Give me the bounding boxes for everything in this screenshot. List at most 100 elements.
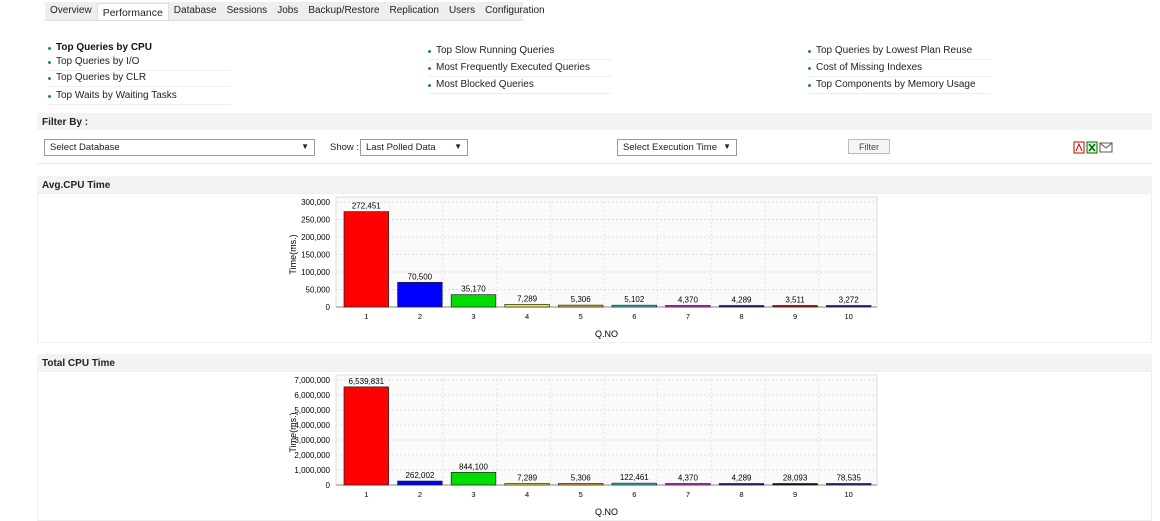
- bar-q7: [665, 483, 711, 486]
- link-top-queries-by-lowest-plan-reuse[interactable]: Top Queries by Lowest Plan Reuse: [808, 45, 991, 60]
- tab-bar: Overview Performance Database Sessions Jobs B…: [45, 2, 545, 21]
- bar-q6: [611, 482, 657, 486]
- data-label: 4,370: [678, 295, 699, 304]
- database-select[interactable]: Select Database ▼: [44, 139, 315, 156]
- bar-q5: [558, 483, 604, 486]
- x-tick-label: 6: [632, 490, 636, 499]
- chevron-down-icon: ▼: [723, 142, 731, 151]
- bar-q6: [611, 304, 657, 308]
- pdf-icon[interactable]: [1073, 141, 1085, 154]
- bar-q7: [665, 305, 711, 308]
- data-label: 262,002: [405, 471, 434, 480]
- data-label: 5,306: [571, 295, 592, 304]
- plot-area: [335, 374, 878, 486]
- y-tick-label: 0: [326, 481, 331, 490]
- data-label: 7,289: [517, 474, 538, 483]
- x-axis-label: Q.NO: [595, 507, 618, 517]
- data-label: 3,272: [839, 296, 860, 305]
- x-tick-label: 1: [364, 312, 368, 321]
- x-tick-label: 5: [579, 490, 583, 499]
- y-tick-label: 300,000: [301, 198, 330, 207]
- email-icon[interactable]: [1099, 142, 1113, 153]
- data-label: 4,289: [731, 295, 752, 304]
- database-select-value: Select Database: [50, 142, 120, 153]
- data-label: 28,093: [783, 474, 808, 483]
- link-most-blocked-queries[interactable]: Most Blocked Queries: [428, 79, 611, 94]
- link-most-frequently-executed-queries[interactable]: Most Frequently Executed Queries: [428, 62, 611, 77]
- bar-q8: [718, 483, 765, 486]
- x-tick-label: 6: [632, 312, 636, 321]
- link-cost-of-missing-indexes[interactable]: Cost of Missing Indexes: [808, 62, 991, 77]
- y-tick-label: 4,000,000: [294, 421, 330, 430]
- show-select-value: Last Polled Data: [366, 142, 436, 153]
- tab-jobs[interactable]: Jobs: [277, 5, 299, 16]
- y-axis-label: Time(ms.): [288, 412, 298, 452]
- bar-q1: [343, 211, 389, 308]
- y-tick-label: 0: [326, 303, 331, 312]
- x-tick-label: 7: [686, 312, 690, 321]
- link-top-queries-by-clr[interactable]: Top Queries by CLR: [48, 72, 231, 87]
- chevron-down-icon: ▼: [454, 142, 462, 151]
- x-tick-label: 7: [686, 490, 690, 499]
- link-top-slow-running-queries[interactable]: Top Slow Running Queries: [428, 45, 611, 60]
- link-top-waits-by-waiting-tasks[interactable]: Top Waits by Waiting Tasks: [48, 90, 231, 105]
- tab-replication[interactable]: Replication: [389, 5, 439, 16]
- x-tick-label: 4: [525, 490, 529, 499]
- data-label: 122,461: [620, 473, 649, 482]
- excel-icon[interactable]: [1086, 141, 1098, 154]
- y-tick-label: 150,000: [301, 251, 330, 260]
- avg-cpu-header: Avg.CPU Time: [37, 176, 1152, 193]
- y-tick-label: 250,000: [301, 216, 330, 225]
- data-label: 4,289: [731, 474, 752, 483]
- y-axis-label: Time(ms.): [288, 234, 298, 274]
- y-tick-label: 50,000: [306, 286, 331, 295]
- execution-time-value: Select Execution Time: [623, 142, 717, 153]
- x-tick-label: 5: [579, 312, 583, 321]
- tab-overview[interactable]: Overview: [50, 5, 92, 16]
- link-top-queries-by-cpu[interactable]: Top Queries by CPU: [48, 42, 231, 56]
- y-tick-label: 3,000,000: [294, 436, 330, 445]
- y-tick-label: 7,000,000: [294, 376, 330, 385]
- bar-q10: [826, 305, 872, 308]
- bar-q2: [397, 480, 443, 486]
- data-label: 3,511: [785, 296, 805, 305]
- tab-performance[interactable]: Performance: [96, 3, 169, 20]
- tab-configuration[interactable]: Configuration: [485, 5, 545, 16]
- data-label: 5,102: [624, 295, 645, 304]
- bar-q8: [718, 305, 765, 308]
- filter-button[interactable]: Filter: [848, 139, 890, 154]
- bar-q3: [450, 471, 497, 486]
- x-tick-label: 4: [525, 312, 529, 321]
- x-tick-label: 1: [364, 490, 368, 499]
- export-icons: [1073, 141, 1113, 154]
- x-tick-label: 3: [471, 312, 475, 321]
- bar-q4: [504, 304, 550, 308]
- x-axis-label: Q.NO: [595, 329, 618, 339]
- link-top-queries-by-i-o[interactable]: Top Queries by I/O: [48, 56, 231, 71]
- y-tick-label: 200,000: [301, 233, 330, 242]
- tab-database[interactable]: Database: [173, 5, 217, 16]
- y-tick-label: 5,000,000: [294, 406, 330, 415]
- data-label: 78,535: [836, 474, 861, 483]
- tab-users[interactable]: Users: [448, 5, 476, 16]
- link-top-components-by-memory-usage[interactable]: Top Components by Memory Usage: [808, 79, 991, 94]
- bar-q9: [772, 305, 818, 308]
- show-select[interactable]: Last Polled Data ▼: [360, 139, 468, 156]
- y-tick-label: 100,000: [301, 268, 330, 277]
- x-tick-label: 10: [845, 312, 853, 321]
- x-tick-label: 3: [471, 490, 475, 499]
- total-cpu-chart: 0 1,000,000 2,000,000 3,000,000 4,000,000 5,0…: [288, 374, 878, 517]
- y-tick-label: 2,000,000: [294, 451, 330, 460]
- bar-q9: [772, 483, 818, 486]
- avg-cpu-chart: 0 50,000 100,000 150,000 200,000 250,000 300,0…: [288, 196, 878, 339]
- execution-time-select[interactable]: Select Execution Time ▼: [617, 139, 737, 156]
- tab-sessions[interactable]: Sessions: [226, 5, 268, 16]
- tab-backup-restore[interactable]: Backup/Restore: [308, 5, 380, 16]
- chevron-down-icon: ▼: [301, 142, 309, 151]
- bar-q3: [450, 294, 497, 308]
- bar-q4: [504, 483, 550, 486]
- show-label: Show :: [330, 142, 360, 153]
- data-label: 6,539,831: [349, 377, 385, 386]
- data-label: 70,500: [408, 272, 433, 281]
- filter-header: Filter By :: [37, 113, 1152, 130]
